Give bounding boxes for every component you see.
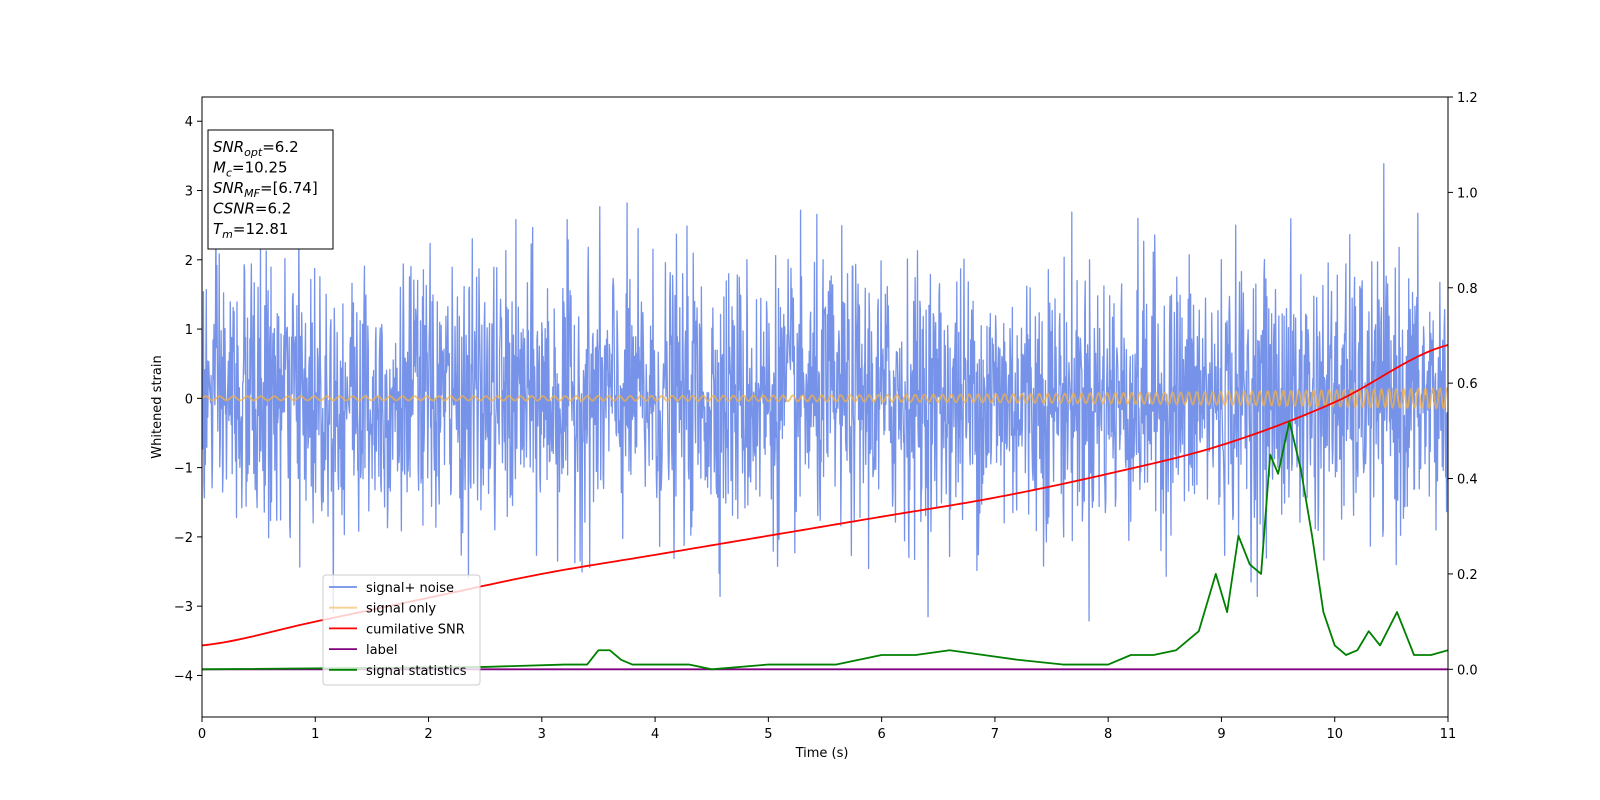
x-tick-label: 11 bbox=[1440, 727, 1457, 742]
y-tick-label: −3 bbox=[174, 600, 193, 615]
x-axis: 0 1 2 3 4 5 6 7 8 9 10 11 bbox=[198, 717, 1456, 742]
info-line: CSNR=6.2 bbox=[213, 200, 291, 218]
x-tick-label: 7 bbox=[991, 727, 999, 742]
legend-label-label: label bbox=[366, 643, 397, 658]
legend: signal+ noise signal only cumilative SNR la… bbox=[322, 574, 481, 686]
x-tick-label: 9 bbox=[1217, 727, 1225, 742]
y-tick-label: 2 bbox=[185, 254, 193, 269]
y2-tick-label: 1.2 bbox=[1457, 91, 1478, 106]
y-tick-label: −4 bbox=[174, 669, 193, 684]
x-tick-label: 5 bbox=[764, 727, 772, 742]
x-tick-label: 6 bbox=[877, 727, 885, 742]
info-box-frame bbox=[207, 129, 334, 250]
y2-tick-label: 1.0 bbox=[1457, 186, 1478, 201]
info-line: Mc=10.25 bbox=[213, 159, 288, 180]
y2-tick-label: 0.4 bbox=[1457, 473, 1478, 488]
y2-tick-label: 0.8 bbox=[1457, 282, 1478, 297]
plot-frame bbox=[201, 96, 1449, 718]
series-line-signal-only bbox=[202, 387, 1448, 410]
y-tick-label: 4 bbox=[185, 115, 193, 130]
legend-label-signal-statistics: signal statistics bbox=[366, 664, 467, 679]
series-line-signal-noise bbox=[202, 163, 1448, 622]
x-tick-label: 10 bbox=[1326, 727, 1343, 742]
info-line: SNRopt=6.2 bbox=[213, 138, 299, 159]
y2-tick-label: 0.0 bbox=[1457, 663, 1478, 678]
x-tick-label: 2 bbox=[424, 727, 432, 742]
x-tick-label: 1 bbox=[311, 727, 319, 742]
x-axis-label: Time (s) bbox=[795, 746, 849, 761]
x-tick-label: 0 bbox=[198, 727, 206, 742]
y2-tick-label: 0.6 bbox=[1457, 377, 1478, 392]
y-tick-label: 3 bbox=[185, 185, 193, 200]
info-line: Tm=12.81 bbox=[213, 220, 288, 241]
legend-label-signal-only: signal only bbox=[366, 602, 436, 617]
info-line: SNRMF=[6.74] bbox=[213, 179, 318, 200]
series-line-signal-statistics bbox=[202, 420, 1448, 671]
y-tick-label: 1 bbox=[185, 323, 193, 338]
y-axis-label: Whitened strain bbox=[150, 355, 165, 458]
y-tick-label: −1 bbox=[174, 462, 193, 477]
legend-label-signal-noise: signal+ noise bbox=[366, 581, 454, 596]
x-tick-label: 4 bbox=[651, 727, 659, 742]
y-axis-right: 0.0 0.2 0.4 0.6 0.8 1.0 1.2 bbox=[1448, 91, 1478, 678]
y-tick-label: −2 bbox=[174, 531, 193, 546]
legend-label-cumilative-snr: cumilative SNR bbox=[366, 622, 465, 637]
y-tick-label: 0 bbox=[185, 392, 193, 407]
legend-frame bbox=[322, 574, 481, 686]
y2-tick-label: 0.2 bbox=[1457, 568, 1478, 583]
x-tick-label: 8 bbox=[1104, 727, 1112, 742]
y-axis-left: −4 −3 −2 −1 0 1 2 3 4 bbox=[174, 115, 202, 684]
x-tick-label: 3 bbox=[538, 727, 546, 742]
